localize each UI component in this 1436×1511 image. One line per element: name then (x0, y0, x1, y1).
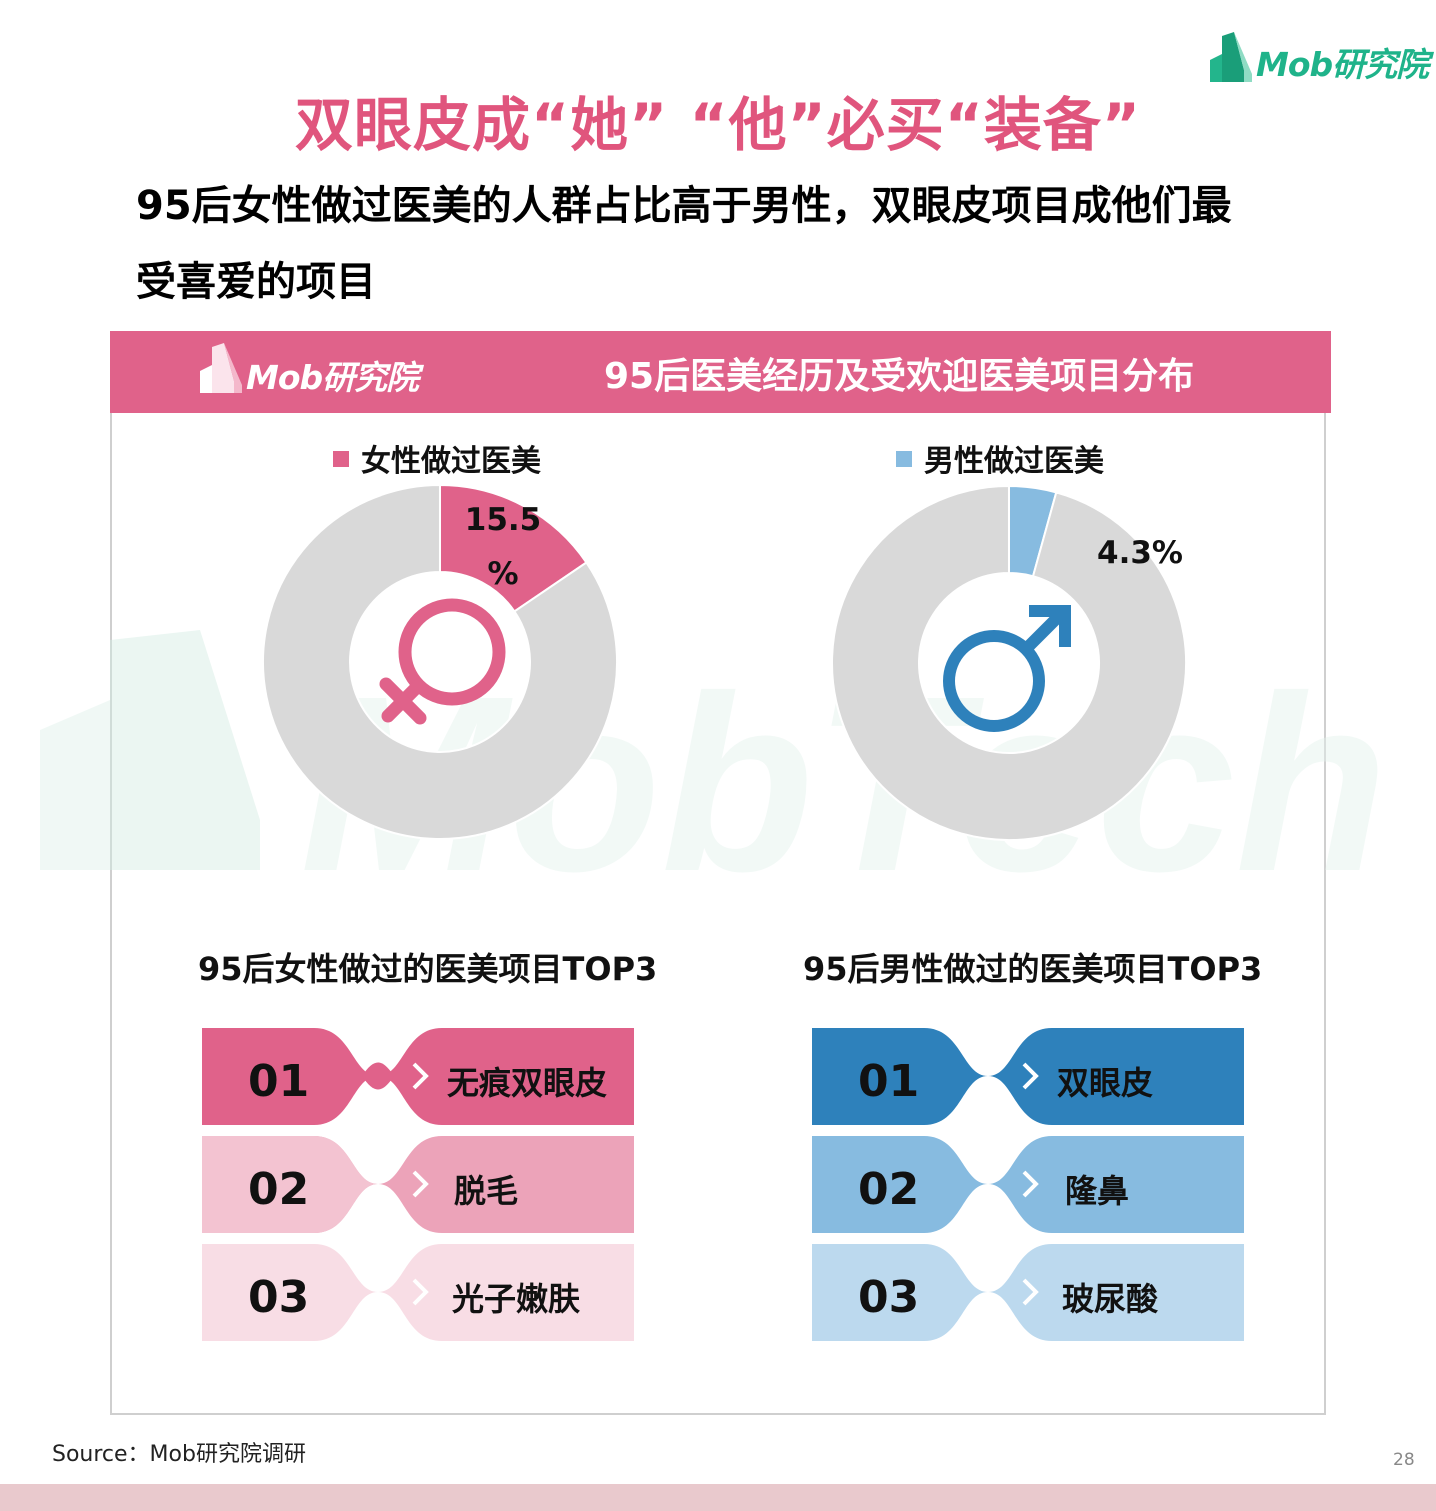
rank-label: 双眼皮 (1057, 1064, 1154, 1102)
rank-ribbon (812, 1136, 1244, 1233)
rank-number: 02 (858, 1164, 920, 1215)
rank-number: 03 (858, 1272, 920, 1323)
panel-header-logo: Mob研究院 (198, 341, 438, 401)
chevron-right-icon (1022, 1062, 1039, 1090)
top3-female-row-2: 02 脱毛 (202, 1136, 634, 1233)
top3-male-row-2: 02 隆鼻 (812, 1136, 1244, 1233)
donut-male-value-label: 4.3% (1097, 535, 1183, 571)
panel-title: 95后医美经历及受欢迎医美项目分布 (604, 356, 1195, 397)
donut-chart-female (262, 484, 618, 840)
rank-ribbon (202, 1028, 634, 1125)
legend-female-label: 女性做过医美 (361, 444, 541, 479)
subtitle-line-1: 95后女性做过医美的人群占比高于男性，双眼皮项目成他们最 (136, 183, 1232, 229)
brand-logo: Mob研究院 (1208, 30, 1429, 86)
rank-label: 玻尿酸 (1062, 1280, 1159, 1318)
source-note: Source：Mob研究院调研 (52, 1442, 306, 1467)
rank-number: 01 (248, 1056, 310, 1107)
watermark: MobTech 袤博 (40, 630, 1410, 890)
chevron-right-icon (412, 1170, 429, 1198)
top3-male-row-1: 01 双眼皮 (812, 1028, 1244, 1125)
legend-male: 男性做过医美 (896, 436, 1104, 480)
rank-ribbon (202, 1136, 634, 1233)
legend-male-label: 男性做过医美 (924, 444, 1104, 479)
chevron-right-icon (412, 1278, 429, 1306)
rank-label: 隆鼻 (1065, 1172, 1130, 1210)
male-symbol-icon (943, 605, 1071, 732)
legend-male-swatch (896, 451, 912, 467)
rank-ribbon (812, 1028, 1244, 1125)
top3-male-title: 95后男性做过的医美项目TOP3 (803, 950, 1263, 988)
subtitle: 95后女性做过医美的人群占比高于男性，双眼皮项目成他们最 受喜爱的项目 (136, 168, 1316, 320)
watermark-building-icon (40, 700, 110, 870)
rank-number: 02 (248, 1164, 310, 1215)
top3-female-row-1: 01 无痕双眼皮 (202, 1028, 634, 1125)
top3-male-row-3: 03 玻尿酸 (812, 1244, 1244, 1341)
donut-chart-male (831, 485, 1187, 841)
subtitle-line-2: 受喜爱的项目 (136, 259, 376, 305)
female-symbol-icon (379, 598, 506, 725)
donut-female-value-label: 15.5 % (460, 493, 546, 601)
donut-male-slice-rest (831, 485, 1187, 841)
building-logo-icon (1210, 32, 1252, 82)
panel-header-logo-text: Mob研究院 (246, 358, 419, 397)
donut-female-value-line2: % (487, 556, 519, 592)
chevron-right-icon (412, 1062, 429, 1090)
donut-female-slice-rest (262, 484, 618, 840)
donut-female-value-line1: 15.5 (464, 502, 542, 538)
rank-label: 光子嫩肤 (452, 1280, 581, 1318)
bottom-strip (0, 1484, 1436, 1511)
chevron-right-icon (1022, 1170, 1039, 1198)
chevron-right-icon (1022, 1278, 1039, 1306)
top3-female-row-3: 03 光子嫩肤 (202, 1244, 634, 1341)
rank-label: 脱毛 (454, 1172, 519, 1210)
legend-female: 女性做过医美 (333, 436, 541, 480)
top3-female-title: 95后女性做过的医美项目TOP3 (198, 950, 658, 988)
main-title: 双眼皮成“她” “他”必买“装备” (295, 91, 1141, 159)
page-number: 28 (1393, 1450, 1415, 1470)
brand-logo-text: Mob研究院 (1256, 45, 1429, 84)
rank-ribbon (202, 1244, 634, 1341)
rank-number: 03 (248, 1272, 310, 1323)
rank-label: 无痕双眼皮 (447, 1064, 608, 1102)
rank-ribbon (812, 1244, 1244, 1341)
legend-female-swatch (333, 451, 349, 467)
panel-header: Mob研究院 95后医美经历及受欢迎医美项目分布 (110, 331, 1331, 413)
building-logo-icon (200, 343, 242, 393)
rank-number: 01 (858, 1056, 920, 1107)
